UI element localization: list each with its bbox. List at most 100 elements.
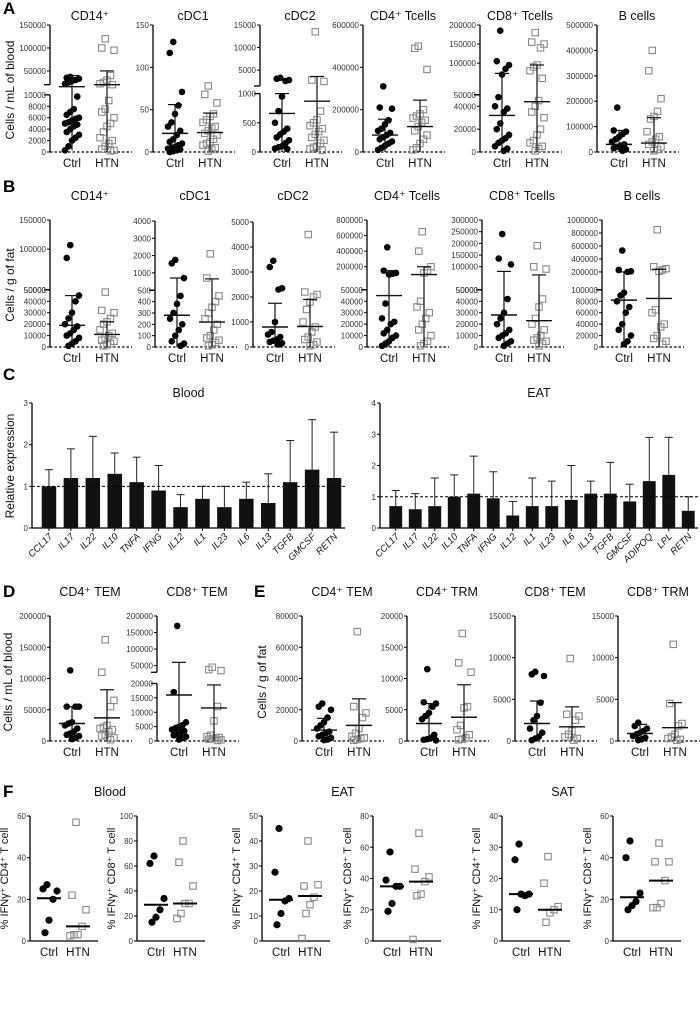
chart-a-0: 0 2000 4000 6000 8000 10000 50000 100000 150000 C… <box>19 9 132 170</box>
y-tick-label: 2 <box>24 441 29 450</box>
data-point-ctrl <box>173 622 181 630</box>
chart-a-2: 0 500 1000 5000 10000 15000 cDC2 Ctrl HTN <box>234 9 342 170</box>
bar-il1 <box>525 506 539 528</box>
y-tick-label: 200000 <box>126 612 153 621</box>
x-label-htn: HTN <box>298 947 322 959</box>
data-point-htn <box>316 107 325 115</box>
data-point-htn <box>72 818 80 826</box>
data-point-htn <box>415 829 423 837</box>
y-tick-label: 10000 <box>24 332 47 341</box>
data-point-ctrl <box>384 907 392 915</box>
y-tick-label: 200000 <box>449 21 476 30</box>
chart-b-9: 0 10000 20000 30000 40000 50000 200000 400000 60… <box>336 189 449 365</box>
data-point-ctrl <box>432 737 440 744</box>
data-point-htn <box>453 725 461 734</box>
data-point-ctrl <box>168 338 176 345</box>
y-tick-label: 30 <box>489 843 498 852</box>
bar-ifng <box>151 490 166 528</box>
x-label-ctrl: Ctrl <box>170 747 188 759</box>
data-point-ctrl <box>168 260 176 267</box>
x-tick-label: CCL17 <box>26 531 55 560</box>
row-d-ylabel: Cells / mL of blood <box>1 633 15 732</box>
data-point-htn <box>413 891 421 900</box>
data-point-htn <box>307 133 316 142</box>
data-point-ctrl <box>63 254 71 262</box>
data-point-ctrl <box>61 320 69 328</box>
bar-ccl17 <box>41 486 57 528</box>
data-point-htn <box>179 837 187 845</box>
x-label-ctrl: Ctrl <box>266 353 284 365</box>
bar-adipoq <box>642 481 656 528</box>
data-point-ctrl <box>615 326 623 334</box>
x-label-ctrl: Ctrl <box>63 353 81 365</box>
y-tick-label: 5000 <box>385 706 403 715</box>
x-tick-label: IL22 <box>420 531 441 552</box>
data-point-htn <box>98 732 106 740</box>
data-point-ctrl <box>169 38 177 46</box>
data-point-ctrl <box>160 894 168 903</box>
data-point-htn <box>213 702 222 711</box>
data-point-ctrl <box>45 916 53 924</box>
data-point-htn <box>206 250 215 258</box>
chart-f-24: 0 10 20 30 40 % IFNγ⁺ CD4⁺ T cell Ctrl HTN <box>471 812 570 959</box>
data-point-htn <box>300 335 309 344</box>
data-point-htn <box>105 96 113 105</box>
data-point-htn <box>644 66 653 75</box>
data-point-htn <box>304 837 312 845</box>
y-tick-label: 40 <box>124 887 133 896</box>
data-point-htn <box>467 668 475 676</box>
y-tick-label: 100000 <box>19 675 46 684</box>
y-tick-label: 200000 <box>332 106 359 115</box>
chart-f-20: 0 20 40 60 % IFNγ⁺ CD4⁺ T cell Ctrl HTN <box>0 812 98 959</box>
x-label-ctrl: Ctrl <box>420 747 438 759</box>
bar-il22 <box>428 506 442 528</box>
x-label-htn: HTN <box>412 353 436 365</box>
x-label-ctrl: Ctrl <box>376 158 394 170</box>
x-tick-label: IL23 <box>537 531 558 552</box>
y-tick-label: 0 <box>594 343 599 352</box>
y-tick-label: 0 <box>42 737 47 746</box>
data-point-ctrl <box>513 906 521 914</box>
data-point-ctrl <box>613 104 621 111</box>
data-point-htn <box>302 305 311 314</box>
y-tick-label: 40000 <box>456 297 479 306</box>
y-tick-label: 20 <box>124 912 133 921</box>
data-point-ctrl <box>275 824 283 833</box>
y-tick-label: 100000 <box>126 645 153 654</box>
data-point-htn <box>540 879 548 887</box>
data-point-htn <box>649 903 657 912</box>
x-label-htn: HTN <box>202 747 226 759</box>
x-label-ctrl: Ctrl <box>495 353 513 365</box>
data-point-ctrl <box>423 665 431 673</box>
data-point-htn <box>213 99 221 107</box>
x-label-htn: HTN <box>663 747 687 759</box>
bar-il23 <box>545 506 559 528</box>
y-tick-label: 800000 <box>336 216 363 225</box>
data-point-htn <box>306 121 314 130</box>
data-point-ctrl <box>283 145 291 153</box>
data-point-ctrl <box>383 243 391 251</box>
y-tick-label: 15000 <box>592 612 615 621</box>
data-point-ctrl <box>39 885 47 893</box>
y-tick-label: 200000 <box>336 263 363 272</box>
chart-b-7: 0 100 200 300 400 500 1000 2000 3000 4000 cDC1 Ctrl… <box>133 189 237 365</box>
y-tick-label: 40 <box>360 875 369 884</box>
data-point-ctrl <box>273 921 281 929</box>
y-tick-label: 10000 <box>341 332 364 341</box>
data-point-ctrl <box>617 292 624 299</box>
data-point-ctrl <box>495 334 503 342</box>
data-point-htn <box>203 334 211 342</box>
chart-title: CD14⁺ <box>71 189 110 203</box>
data-point-ctrl <box>166 49 174 57</box>
data-point-htn <box>409 935 417 944</box>
data-point-htn <box>96 133 104 142</box>
x-tick-label: IL6 <box>235 531 253 549</box>
chart-f-21: 0 20 40 60 80 100% IFNγ⁺ CD8⁺ T cell Ctrl HTN <box>106 812 205 959</box>
y-tick-label: 1000 <box>133 269 151 278</box>
data-point-htn <box>665 699 674 708</box>
y-tick-label: 10000 <box>489 654 512 663</box>
data-point-ctrl <box>177 342 184 350</box>
data-point-ctrl <box>63 332 71 339</box>
data-point-ctrl <box>495 255 503 262</box>
